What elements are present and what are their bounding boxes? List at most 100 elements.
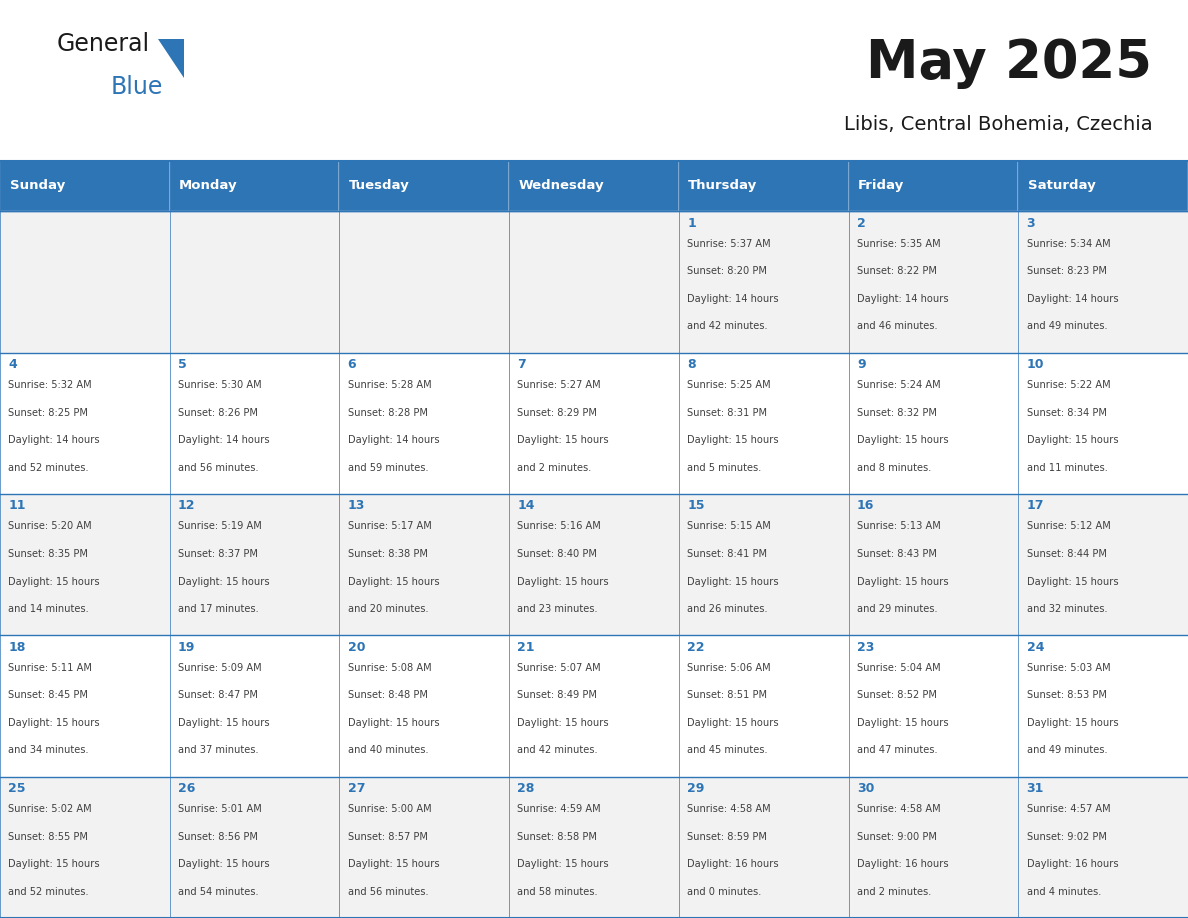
Text: and 52 minutes.: and 52 minutes. [8, 887, 89, 897]
Text: Sunset: 8:55 PM: Sunset: 8:55 PM [8, 832, 88, 842]
Text: Sunrise: 5:17 AM: Sunrise: 5:17 AM [348, 521, 431, 532]
Text: and 42 minutes.: and 42 minutes. [518, 745, 598, 756]
Text: and 54 minutes.: and 54 minutes. [178, 887, 259, 897]
Bar [170, 161, 340, 211]
Text: 11: 11 [8, 499, 26, 512]
Text: Sunrise: 5:34 AM: Sunrise: 5:34 AM [1026, 239, 1111, 249]
Bar [510, 494, 678, 635]
Text: Sunrise: 5:16 AM: Sunrise: 5:16 AM [518, 521, 601, 532]
Text: Daylight: 16 hours: Daylight: 16 hours [687, 859, 779, 869]
Text: and 20 minutes.: and 20 minutes. [348, 604, 429, 614]
Text: Sunset: 8:47 PM: Sunset: 8:47 PM [178, 690, 258, 700]
Text: Daylight: 14 hours: Daylight: 14 hours [178, 435, 270, 445]
Bar [0, 353, 170, 494]
Text: Sunset: 8:28 PM: Sunset: 8:28 PM [348, 408, 428, 418]
Text: and 42 minutes.: and 42 minutes. [687, 321, 767, 331]
Text: and 0 minutes.: and 0 minutes. [687, 887, 762, 897]
Bar [848, 777, 1018, 918]
Text: Daylight: 15 hours: Daylight: 15 hours [178, 577, 270, 587]
Text: Sunrise: 5:24 AM: Sunrise: 5:24 AM [857, 380, 941, 390]
Text: Daylight: 15 hours: Daylight: 15 hours [178, 718, 270, 728]
Text: Daylight: 15 hours: Daylight: 15 hours [8, 718, 100, 728]
Text: Friday: Friday [858, 179, 904, 193]
Text: and 26 minutes.: and 26 minutes. [687, 604, 767, 614]
Text: Saturday: Saturday [1028, 179, 1095, 193]
Text: 18: 18 [8, 641, 26, 654]
Text: Sunset: 8:25 PM: Sunset: 8:25 PM [8, 408, 88, 418]
Bar [1018, 161, 1188, 211]
Text: Daylight: 15 hours: Daylight: 15 hours [518, 435, 609, 445]
Text: and 23 minutes.: and 23 minutes. [518, 604, 598, 614]
Bar [510, 635, 678, 777]
Text: Sunset: 9:00 PM: Sunset: 9:00 PM [857, 832, 937, 842]
Bar [510, 777, 678, 918]
Text: Sunday: Sunday [10, 179, 65, 193]
Bar [848, 635, 1018, 777]
Bar [340, 161, 510, 211]
Bar [170, 494, 340, 635]
Text: 27: 27 [348, 782, 365, 795]
Text: 24: 24 [1026, 641, 1044, 654]
Text: and 49 minutes.: and 49 minutes. [1026, 745, 1107, 756]
Text: Sunrise: 4:58 AM: Sunrise: 4:58 AM [687, 804, 771, 814]
Text: Sunrise: 5:30 AM: Sunrise: 5:30 AM [178, 380, 261, 390]
Text: Sunset: 8:26 PM: Sunset: 8:26 PM [178, 408, 258, 418]
Bar [340, 211, 510, 353]
Text: Sunset: 8:59 PM: Sunset: 8:59 PM [687, 832, 767, 842]
Bar [848, 211, 1018, 353]
Text: 20: 20 [348, 641, 365, 654]
Text: Sunrise: 5:13 AM: Sunrise: 5:13 AM [857, 521, 941, 532]
Bar [510, 353, 678, 494]
Bar [1018, 211, 1188, 353]
Text: Sunrise: 5:19 AM: Sunrise: 5:19 AM [178, 521, 261, 532]
Text: Sunset: 8:45 PM: Sunset: 8:45 PM [8, 690, 88, 700]
Text: 3: 3 [1026, 217, 1035, 230]
Text: Sunset: 8:48 PM: Sunset: 8:48 PM [348, 690, 428, 700]
Text: Sunset: 8:43 PM: Sunset: 8:43 PM [857, 549, 937, 559]
Bar [340, 777, 510, 918]
Text: and 32 minutes.: and 32 minutes. [1026, 604, 1107, 614]
Text: Sunrise: 5:28 AM: Sunrise: 5:28 AM [348, 380, 431, 390]
Bar [0, 494, 170, 635]
Text: and 58 minutes.: and 58 minutes. [518, 887, 598, 897]
Text: 14: 14 [518, 499, 535, 512]
Bar [678, 161, 848, 211]
Text: Sunset: 8:38 PM: Sunset: 8:38 PM [348, 549, 428, 559]
Text: and 2 minutes.: and 2 minutes. [857, 887, 931, 897]
Text: Sunset: 8:32 PM: Sunset: 8:32 PM [857, 408, 937, 418]
Text: 29: 29 [687, 782, 704, 795]
Text: Sunrise: 4:58 AM: Sunrise: 4:58 AM [857, 804, 941, 814]
Bar [848, 494, 1018, 635]
Text: 22: 22 [687, 641, 704, 654]
Text: Sunset: 8:51 PM: Sunset: 8:51 PM [687, 690, 767, 700]
Text: and 47 minutes.: and 47 minutes. [857, 745, 937, 756]
Text: Sunset: 9:02 PM: Sunset: 9:02 PM [1026, 832, 1106, 842]
Text: Thursday: Thursday [688, 179, 758, 193]
Text: Daylight: 15 hours: Daylight: 15 hours [687, 718, 779, 728]
Bar [1018, 777, 1188, 918]
Text: and 8 minutes.: and 8 minutes. [857, 463, 931, 473]
Text: Daylight: 15 hours: Daylight: 15 hours [518, 718, 609, 728]
Text: Sunrise: 4:57 AM: Sunrise: 4:57 AM [1026, 804, 1111, 814]
Text: 26: 26 [178, 782, 195, 795]
Text: Daylight: 15 hours: Daylight: 15 hours [518, 859, 609, 869]
Text: Sunrise: 5:35 AM: Sunrise: 5:35 AM [857, 239, 941, 249]
Text: Daylight: 15 hours: Daylight: 15 hours [687, 435, 779, 445]
Text: Sunset: 8:40 PM: Sunset: 8:40 PM [518, 549, 598, 559]
Text: Daylight: 15 hours: Daylight: 15 hours [348, 718, 440, 728]
Text: Sunset: 8:52 PM: Sunset: 8:52 PM [857, 690, 937, 700]
Bar [170, 777, 340, 918]
Text: and 14 minutes.: and 14 minutes. [8, 604, 89, 614]
Text: Daylight: 15 hours: Daylight: 15 hours [1026, 577, 1118, 587]
Bar [678, 777, 848, 918]
Text: Sunset: 8:53 PM: Sunset: 8:53 PM [1026, 690, 1106, 700]
Bar [510, 161, 678, 211]
Text: and 49 minutes.: and 49 minutes. [1026, 321, 1107, 331]
Text: Sunrise: 5:37 AM: Sunrise: 5:37 AM [687, 239, 771, 249]
Text: and 46 minutes.: and 46 minutes. [857, 321, 937, 331]
Text: Daylight: 15 hours: Daylight: 15 hours [1026, 435, 1118, 445]
Text: Sunrise: 5:12 AM: Sunrise: 5:12 AM [1026, 521, 1111, 532]
Text: Sunrise: 4:59 AM: Sunrise: 4:59 AM [518, 804, 601, 814]
Text: and 34 minutes.: and 34 minutes. [8, 745, 89, 756]
Text: Sunrise: 5:11 AM: Sunrise: 5:11 AM [8, 663, 93, 673]
